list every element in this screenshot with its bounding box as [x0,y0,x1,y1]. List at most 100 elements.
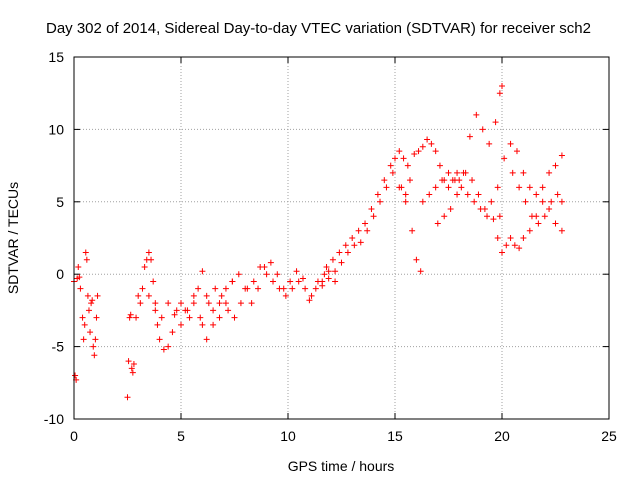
data-point [199,321,206,328]
data-point [267,259,274,266]
data-point [178,300,184,307]
y-tick-label: 5 [56,194,64,210]
chart-title: Day 302 of 2014, Sidereal Day-to-day VTE… [46,20,591,37]
data-point [190,300,197,307]
data-point [77,285,84,292]
data-point [145,249,152,256]
data-point [210,307,217,314]
x-tick-label: 10 [280,428,296,444]
data-point [79,314,86,321]
data-point [516,184,523,191]
data-point [406,177,413,184]
data-point [466,133,473,140]
data-point [270,278,277,285]
data-point [513,148,520,155]
data-point [424,136,431,143]
data-point [329,256,336,263]
data-point [225,307,232,314]
data-point [195,285,202,292]
data-point [445,184,452,191]
data-point [458,184,465,191]
data-point [552,162,559,169]
data-point [434,220,441,227]
data-point [503,242,510,249]
data-point [332,278,339,285]
data-point [82,249,89,256]
data-point [494,184,501,191]
data-point [80,336,87,343]
x-tick-label: 5 [177,428,185,444]
data-point [87,329,94,336]
data-point [441,213,448,220]
data-point [344,249,351,256]
data-point [135,292,142,299]
data-point [535,220,542,227]
x-tick-label: 0 [70,428,78,444]
x-axis-label: GPS time / hours [288,458,395,474]
data-point [287,278,294,285]
data-point [323,263,330,270]
data-point [274,271,281,278]
data-point [558,152,565,159]
data-point [186,314,193,321]
data-point [402,191,409,198]
data-point [212,285,219,292]
data-point [475,191,482,198]
data-point [492,119,499,126]
data-point [539,198,546,205]
grid [74,57,609,419]
data-point [169,329,176,336]
x-tick-label: 20 [494,428,510,444]
y-axis-label: SDTVAR / TECUs [5,182,21,294]
data-point [203,336,210,343]
data-point [88,300,95,307]
data-point [436,162,443,169]
data-point [377,198,384,205]
data-point [516,245,523,252]
data-point [464,191,471,198]
data-point [432,184,439,191]
y-tick-label: 15 [48,49,64,65]
y-tick-label: 10 [48,121,64,137]
x-tick-label: 25 [601,428,617,444]
data-point [499,249,505,256]
data-point [481,206,488,213]
data-point [432,148,439,155]
data-point [552,220,559,227]
data-point [539,184,546,191]
data-point [178,321,184,328]
data-point [445,169,452,176]
y-tick-label: 0 [56,266,64,282]
data-point [338,259,345,266]
data-point [383,184,390,191]
data-point [541,213,548,220]
data-point [148,256,155,263]
data-point [490,216,497,223]
data-point [447,206,454,213]
data-point [124,394,131,401]
y-tick-label: -10 [44,411,64,427]
data-point [190,292,197,299]
data-point [89,297,96,304]
data-point [289,285,296,292]
data-point [336,249,343,256]
data-point [205,300,212,307]
data-point [520,169,527,176]
data-point [486,140,493,147]
data-point [165,300,172,307]
data-point [130,360,137,367]
data-point [282,292,289,299]
data-point [501,155,508,162]
data-point [216,300,223,307]
data-point [419,143,426,150]
data-point [231,314,238,321]
data-point [150,278,157,285]
data-point [184,307,191,314]
data-point [171,311,178,318]
data-point [546,169,553,176]
data-point [81,321,88,328]
data-point [295,278,302,285]
data-point [351,242,358,249]
data-point [413,256,420,263]
